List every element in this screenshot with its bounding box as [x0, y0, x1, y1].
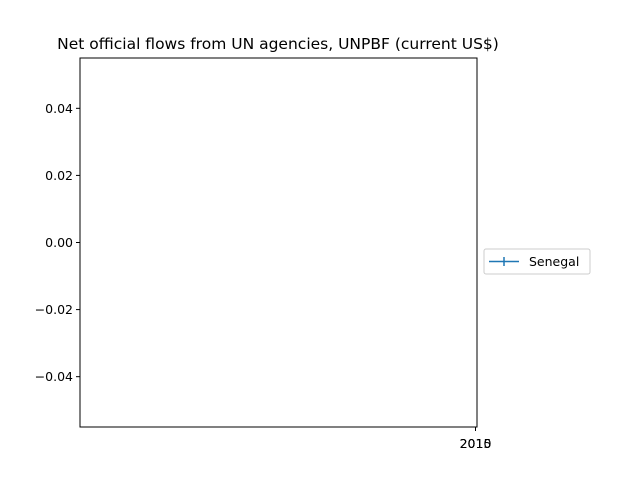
y-axis: 0.04 0.02 0.00 −0.02 −0.04 [35, 101, 80, 384]
x-tick-label: 2015 [460, 436, 492, 451]
chart-title: Net official flows from UN agencies, UNP… [57, 35, 499, 53]
x-tick-label: 2010 [460, 436, 492, 451]
legend[interactable]: Senegal [483, 248, 591, 275]
legend-label-senegal: Senegal [529, 254, 579, 269]
y-tick-label: 0.04 [45, 101, 73, 116]
y-tick-label: 0.00 [45, 235, 73, 250]
y-tick-label: −0.02 [35, 302, 73, 317]
y-tick-label: −0.04 [35, 369, 73, 384]
y-tick-label: 0.02 [45, 168, 73, 183]
legend-box [483, 248, 591, 275]
plot-area [79, 57, 478, 428]
